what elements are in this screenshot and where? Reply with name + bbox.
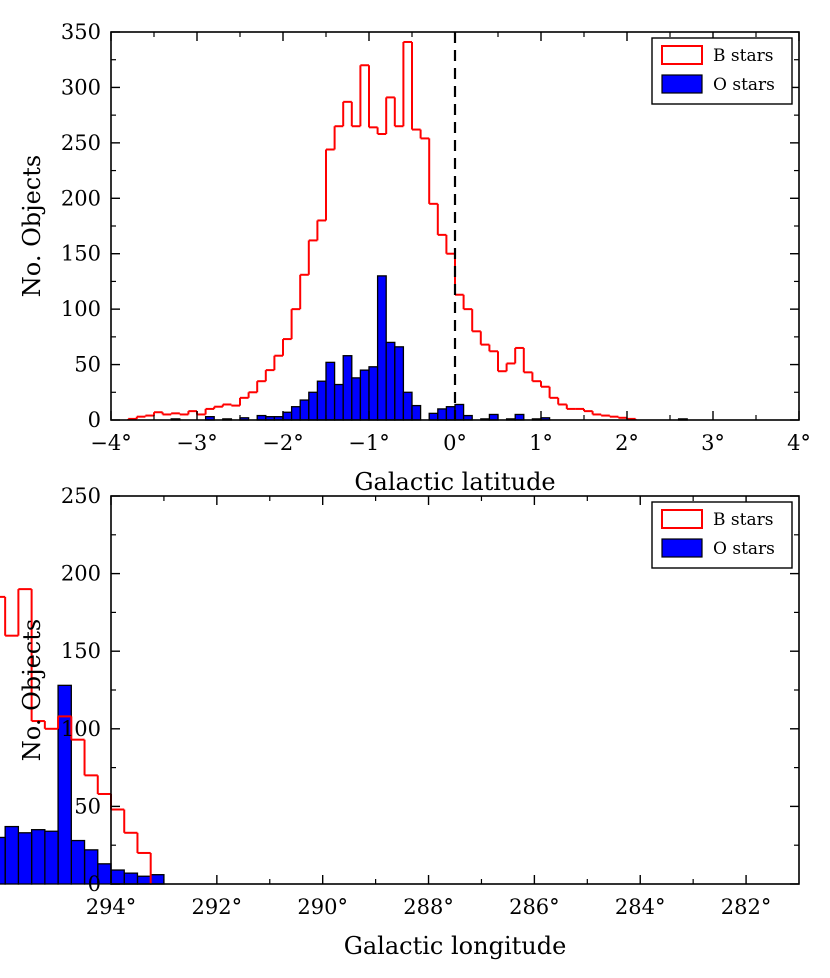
latitude-o-stars-bar [290,406,301,421]
latitude-x-tick-label: 0° [443,431,467,455]
latitude-legend-o-label: O stars [713,75,775,95]
longitude-b-stars-series [0,588,152,884]
latitude-x-tick-label: −4° [90,431,131,455]
latitude-o-stars-bar [428,412,439,421]
latitude-o-stars-bar [514,413,525,421]
longitude-tick-labels: 294° 292° 290° 288° 286° 284° 282° 0 50 100 150 200… [61,484,771,919]
latitude-y-tick-label: 150 [61,242,101,266]
latitude-legend-box [651,37,793,105]
longitude-o-stars-bar [17,832,33,885]
latitude-histogram: −4° −3° −2° −1° 0° 1° 2° 3° 4° 0 50 100 150 200 250 300… [18,20,811,496]
longitude-o-stars-bar [70,839,86,885]
latitude-y-tick-label: 50 [74,353,101,377]
latitude-y-tick-label: 300 [61,75,101,99]
longitude-legend-o-label: O stars [713,539,775,559]
longitude-o-stars-bar [57,684,72,885]
longitude-legend-b-label: B stars [713,510,773,530]
latitude-o-stars-bar [437,408,448,421]
latitude-x-axis-title: Galactic latitude [354,468,555,496]
latitude-ticks [110,31,800,421]
longitude-o-stars-bar [136,875,152,885]
latitude-tick-labels: −4° −3° −2° −1° 0° 1° 2° 3° 4° 0 50 100 150 200 250 300… [61,20,811,455]
latitude-o-stars-series [170,275,688,421]
latitude-x-tick-label: 4° [787,431,811,455]
latitude-x-tick-label: −1° [348,431,389,455]
longitude-x-tick-label: 284° [615,895,666,919]
latitude-x-tick-label: −3° [176,431,217,455]
latitude-histogram-marks [127,32,688,421]
latitude-o-stars-bar [351,377,362,421]
longitude-histogram-marks [0,588,165,885]
latitude-o-stars-bar [402,391,413,421]
longitude-o-stars-bar [110,869,125,885]
latitude-o-stars-bar [342,355,353,421]
latitude-o-stars-bar [299,399,310,421]
latitude-y-tick-label: 0 [88,408,101,432]
latitude-o-stars-bar [454,403,465,421]
longitude-y-tick-label: 150 [61,639,101,663]
longitude-y-tick-label: 250 [61,484,101,508]
longitude-x-tick-label: 294° [86,895,137,919]
latitude-o-stars-bar [488,413,499,421]
longitude-y-tick-label: 50 [74,794,101,818]
longitude-o-stars-bar [0,836,6,885]
longitude-x-tick-label: 290° [297,895,348,919]
latitude-o-stars-bar [359,369,370,421]
longitude-y-tick-label: 100 [61,717,101,741]
latitude-y-tick-label: 200 [61,186,101,210]
latitude-y-tick-label: 100 [61,297,101,321]
latitude-y-axis-title: No. Objects [18,155,46,297]
latitude-x-tick-label: −2° [262,431,303,455]
latitude-b-stars-series [127,40,637,420]
longitude-o-stars-series [0,684,165,885]
longitude-y-axis-title: No. Objects [18,619,46,761]
longitude-x-tick-label: 288° [403,895,454,919]
latitude-x-tick-label: 2° [615,431,639,455]
latitude-o-stars-bar [385,341,396,421]
longitude-ticks [110,495,799,885]
latitude-o-stars-bar [394,346,405,421]
latitude-o-stars-bar [316,380,327,421]
longitude-o-stars-bar [123,872,139,885]
longitude-o-stars-bar [150,874,165,885]
latitude-legend-b-label: B stars [713,46,773,66]
latitude-x-tick-label: 3° [701,431,725,455]
latitude-x-tick-label: 1° [529,431,553,455]
latitude-o-stars-bar [333,383,344,421]
latitude-o-stars-bar [308,391,319,421]
latitude-legend: B stars O stars [651,37,793,105]
longitude-legend-b-swatch [661,509,703,529]
longitude-x-tick-label: 292° [192,895,243,919]
longitude-x-tick-label: 286° [509,895,560,919]
longitude-legend-o-swatch [661,538,703,558]
longitude-y-tick-label: 0 [88,872,101,896]
latitude-o-stars-bar [376,275,387,421]
longitude-o-stars-bar [44,830,59,885]
longitude-o-stars-bar [4,825,20,885]
longitude-x-axis-title: Galactic longitude [344,932,567,960]
latitude-legend-b-swatch [661,45,703,65]
latitude-o-stars-bar [445,406,456,421]
latitude-legend-o-swatch [661,74,703,94]
latitude-y-tick-label: 350 [61,20,101,44]
latitude-o-stars-bar [325,361,336,421]
latitude-o-stars-bar [368,366,379,421]
latitude-o-stars-bar [282,411,293,421]
longitude-x-tick-label: 282° [721,895,772,919]
longitude-legend: B stars O stars [651,501,793,569]
latitude-y-tick-label: 250 [61,131,101,155]
longitude-o-stars-bar [30,829,46,885]
longitude-y-tick-label: 200 [61,562,101,586]
longitude-histogram: 294° 292° 290° 288° 286° 284° 282° 0 50 100 150 200… [0,484,800,960]
latitude-o-stars-bar [411,404,422,421]
